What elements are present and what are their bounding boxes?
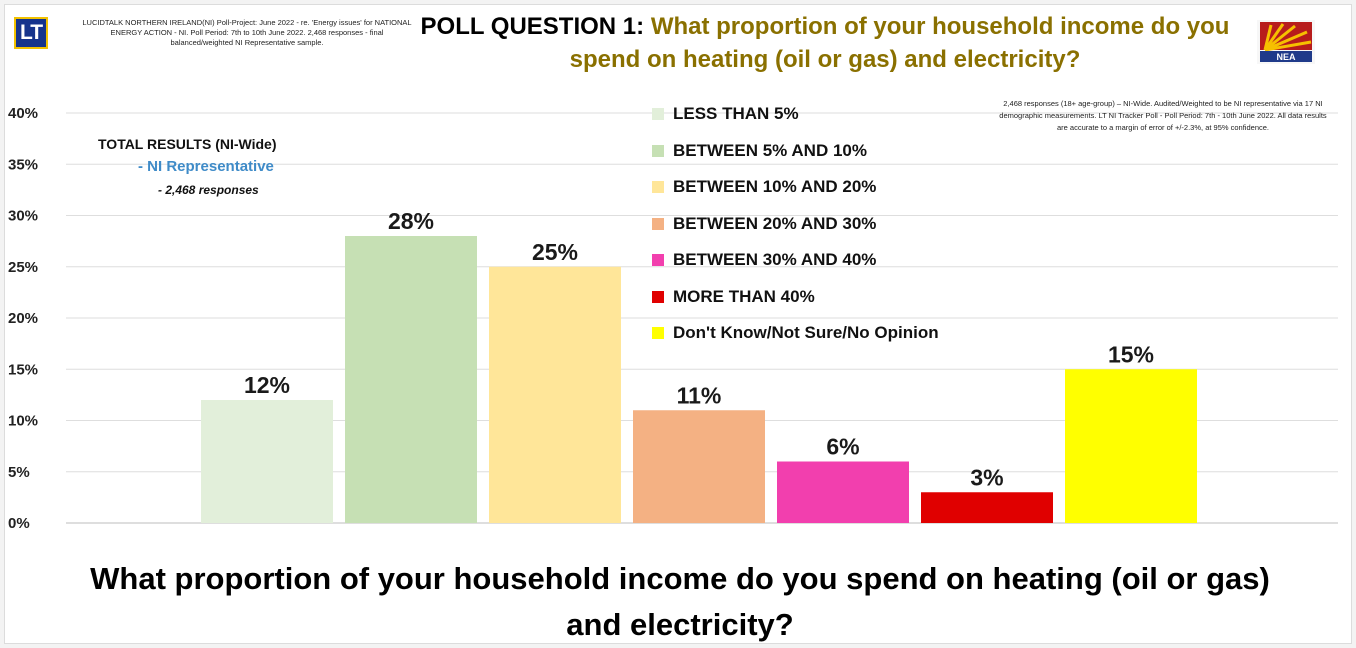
y-tick-label: 5% [8,464,30,481]
legend-swatch [652,217,664,230]
total-results-count: - 2,468 responses [158,183,259,197]
legend-swatch [652,290,664,303]
bar-data-label: 3% [970,464,1003,490]
poll-question-number: POLL QUESTION 1: [420,13,645,40]
bar [633,410,765,523]
nea-logo: NEA [1257,20,1315,64]
legend-swatch [652,108,664,121]
poll-meta-text: LUCIDTALK NORTHERN IRELAND(NI) Poll-Proj… [82,18,412,47]
legend-item: BETWEEN 10% AND 20% [652,169,1052,206]
bar-data-label: 11% [677,382,722,408]
legend-label: BETWEEN 5% AND 10% [673,140,867,160]
legend-label: BETWEEN 10% AND 20% [673,177,877,197]
legend-item: BETWEEN 5% AND 10% [652,133,1052,170]
legend-swatch [652,254,664,267]
legend-item: BETWEEN 30% AND 40% [652,242,1052,279]
bar [777,461,909,523]
nea-logo-text: NEA [1276,52,1296,62]
y-tick-label: 10% [8,413,38,430]
bar-data-label: 12% [244,372,290,398]
bar-data-label: 6% [826,434,859,460]
legend-label: MORE THAN 40% [673,286,815,306]
bar [489,266,621,523]
chart-bars [201,236,1197,523]
total-results-title: TOTAL RESULTS (NI-Wide) [98,136,277,152]
bar [1065,369,1197,523]
y-axis-ticks: 0% 5% 10% 15% 20% 25% 30% 35% 40% [8,105,38,532]
chart-legend: LESS THAN 5% BETWEEN 5% AND 10% BETWEEN 10… [652,96,1052,352]
y-tick-label: 30% [8,208,38,225]
bar [201,400,333,523]
legend-item: Don't Know/Not Sure/No Opinion [652,315,1052,352]
legend-item: MORE THAN 40% [652,279,1052,316]
bar-data-labels: 12% 28% 25% 11% 6% 3% 15% [244,208,1154,490]
legend-swatch [652,181,664,194]
bar [921,492,1053,523]
y-tick-label: 40% [8,105,38,122]
legend-swatch [652,144,664,157]
legend-label: LESS THAN 5% [673,104,799,124]
poll-question-text: What proportion of your household income… [569,13,1230,73]
y-tick-label: 35% [8,156,38,173]
bar [345,236,477,523]
total-results-subtitle: - NI Representative [138,158,274,175]
bar-data-label: 28% [388,208,434,234]
y-tick-label: 0% [8,515,30,532]
legend-label: BETWEEN 30% AND 40% [673,250,877,270]
poll-heading: POLL QUESTION 1: What proportion of your… [410,10,1240,76]
legend-item: BETWEEN 20% AND 30% [652,206,1052,243]
legend-swatch [652,327,664,340]
bar-data-label: 25% [532,239,578,265]
y-tick-label: 25% [8,259,38,276]
methodology-note: 2,468 responses (18+ age-group) – NI-Wid… [999,99,1327,132]
bar-data-label: 15% [1108,341,1154,367]
y-tick-label: 20% [8,310,38,327]
y-tick-label: 15% [8,361,38,378]
total-results-block: TOTAL RESULTS (NI-Wide) - NI Representat… [98,136,368,197]
slide-frame [4,4,1352,644]
legend-label: Don't Know/Not Sure/No Opinion [673,323,939,343]
legend-item: LESS THAN 5% [652,96,1052,133]
lucidtalk-logo: LT [14,17,48,49]
bottom-question-title: What proportion of your household income… [90,561,1270,642]
legend-label: BETWEEN 20% AND 30% [673,213,877,233]
